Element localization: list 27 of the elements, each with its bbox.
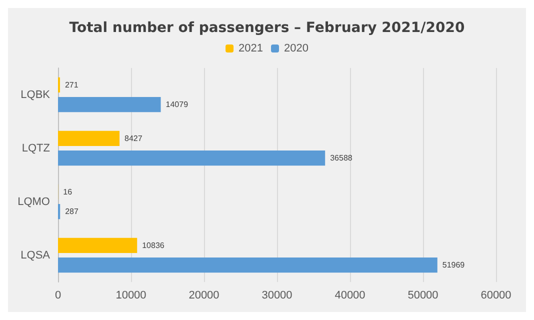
data-label: 287: [65, 207, 79, 216]
x-tick-label: 30000: [262, 290, 292, 302]
bar: [58, 130, 120, 146]
x-tick-label: 40000: [334, 290, 366, 302]
x-tick-label: 50000: [408, 290, 438, 302]
data-label: 51969: [442, 260, 466, 270]
bar: [58, 238, 138, 253]
y-tick-label: LQTZ: [22, 142, 50, 154]
bar: [58, 97, 161, 112]
x-tick-label: 0: [54, 290, 62, 302]
x-tick-label: 60000: [480, 290, 512, 302]
y-tick-label: LQSA: [20, 249, 51, 262]
y-tick-label: LQMO: [18, 196, 50, 208]
y-tick-label: LQBK: [20, 88, 51, 101]
data-label: 16: [63, 187, 73, 196]
data-label: 36588: [330, 154, 353, 163]
legend-label: 2020: [284, 42, 308, 54]
bar: [58, 150, 326, 166]
bar: [58, 258, 438, 273]
x-tick-label: 20000: [188, 290, 220, 302]
x-tick-label: 10000: [116, 290, 146, 302]
data-label: 10836: [142, 240, 165, 250]
data-label: 271: [64, 80, 79, 90]
data-label: 14079: [166, 100, 189, 110]
data-label: 8427: [124, 134, 143, 143]
chart-title: Total number of passengers – February 2021/2020: [69, 20, 465, 36]
legend-label: 2021: [238, 42, 264, 54]
